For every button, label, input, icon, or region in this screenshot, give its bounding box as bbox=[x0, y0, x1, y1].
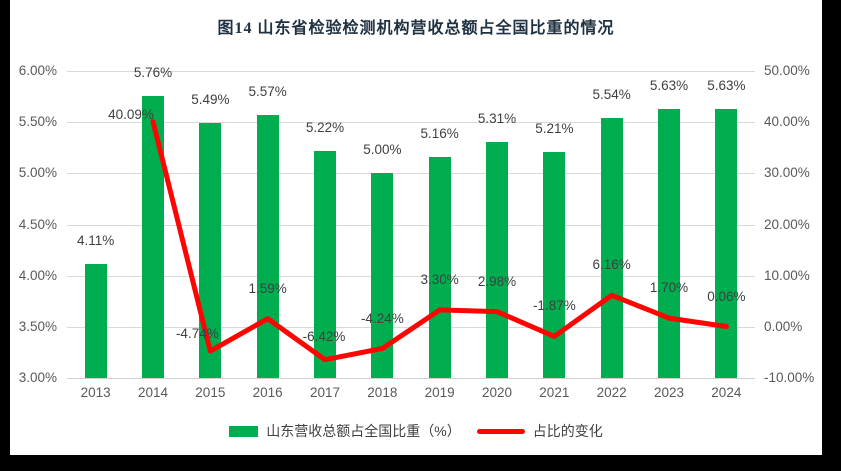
y-axis-tick-right: 30.00% bbox=[764, 165, 810, 181]
bar bbox=[428, 156, 451, 378]
bar bbox=[600, 118, 623, 378]
y-axis-tick-right: 0.00% bbox=[764, 318, 803, 334]
x-axis-label: 2017 bbox=[309, 385, 341, 400]
y-axis-tick-left: 6.00% bbox=[18, 63, 57, 78]
x-axis-label: 2023 bbox=[653, 385, 685, 400]
bar-value-label: 5.31% bbox=[477, 110, 517, 126]
bar-series-label: 山东营收总额占全国比重（%） bbox=[266, 423, 461, 439]
bar bbox=[256, 115, 279, 378]
y-axis-tick-right: 40.00% bbox=[764, 114, 810, 130]
line-point-label: -6.42% bbox=[302, 328, 346, 344]
y-axis-tick-left: 3.50% bbox=[18, 318, 57, 334]
bar-value-label: 5.22% bbox=[305, 119, 345, 135]
bar bbox=[658, 108, 680, 378]
y-axis-tick-left: 4.50% bbox=[18, 216, 57, 232]
y-axis-tick-left: 3.00% bbox=[18, 370, 57, 385]
bar bbox=[199, 123, 222, 378]
bar-value-label: 5.63% bbox=[707, 77, 746, 93]
gridline bbox=[67, 275, 755, 277]
bar bbox=[84, 264, 107, 378]
y-axis-tick-right: -10.00% bbox=[764, 370, 815, 385]
x-axis-line bbox=[67, 378, 755, 379]
legend-item-line: 占比的变化 bbox=[476, 421, 603, 441]
bar-value-label: 5.21% bbox=[535, 120, 574, 136]
y-axis-tick-left: 5.50% bbox=[18, 114, 57, 130]
line-point-label: 1.59% bbox=[248, 280, 287, 296]
bar-value-label: 5.76% bbox=[133, 64, 173, 80]
line-point-label: -1.87% bbox=[532, 298, 576, 314]
gridline bbox=[67, 173, 755, 175]
bar bbox=[715, 108, 738, 378]
x-axis-label: 2021 bbox=[539, 385, 570, 400]
bar bbox=[486, 141, 508, 378]
bar-value-label: 5.00% bbox=[363, 142, 402, 158]
x-axis-label: 2022 bbox=[596, 385, 627, 400]
bar-value-label: 4.11% bbox=[77, 233, 115, 249]
x-axis-label: 2016 bbox=[252, 385, 283, 400]
legend: 山东营收总额占全国比重（%） 占比的变化 bbox=[10, 421, 822, 441]
line-point-label: 3.30% bbox=[420, 271, 459, 287]
line-point-label: 2.98% bbox=[477, 273, 517, 289]
bar bbox=[314, 150, 336, 378]
line-point-label: -4.74% bbox=[175, 326, 219, 342]
line-series-label: 占比的变化 bbox=[532, 423, 603, 439]
line-point-label: 40.09% bbox=[108, 106, 154, 122]
bar-value-label: 5.49% bbox=[191, 92, 230, 108]
chart-title: 图14 山东省检验检测机构营收总额占全国比重的情况 bbox=[217, 20, 615, 37]
x-axis-label: 2013 bbox=[80, 385, 111, 400]
x-axis-label: 2015 bbox=[195, 385, 226, 400]
bar bbox=[371, 173, 394, 378]
gridline bbox=[67, 224, 755, 226]
y-axis-tick-right: 20.00% bbox=[764, 216, 810, 232]
bar-value-label: 5.16% bbox=[420, 125, 459, 141]
line-series-swatch bbox=[476, 428, 525, 434]
x-axis-label: 2019 bbox=[424, 385, 455, 400]
line-point-label: 0.06% bbox=[707, 288, 746, 304]
line-point-label: -4.24% bbox=[360, 310, 404, 326]
gridline bbox=[67, 122, 755, 124]
y-axis-tick-right: 10.00% bbox=[764, 267, 810, 283]
bar-series-swatch bbox=[229, 425, 259, 437]
y-axis-tick-left: 5.00% bbox=[18, 165, 57, 181]
y-axis-tick-left: 4.00% bbox=[18, 267, 57, 283]
x-axis-label: 2018 bbox=[367, 385, 398, 400]
bar-value-label: 5.57% bbox=[248, 84, 287, 99]
gridline bbox=[67, 71, 755, 72]
bar-value-label: 5.54% bbox=[592, 87, 631, 103]
line-point-label: 1.70% bbox=[649, 280, 689, 296]
y-axis-tick-right: 50.00% bbox=[764, 63, 810, 78]
bar bbox=[543, 151, 566, 378]
x-axis-label: 2020 bbox=[481, 385, 513, 400]
legend-item-bar: 山东营收总额占全国比重（%） bbox=[229, 421, 461, 441]
x-axis-label: 2014 bbox=[137, 385, 169, 400]
line-point-label: 6.16% bbox=[592, 257, 631, 273]
x-axis-label: 2024 bbox=[711, 385, 742, 400]
bar-value-label: 5.63% bbox=[649, 77, 689, 93]
bar bbox=[142, 95, 164, 378]
